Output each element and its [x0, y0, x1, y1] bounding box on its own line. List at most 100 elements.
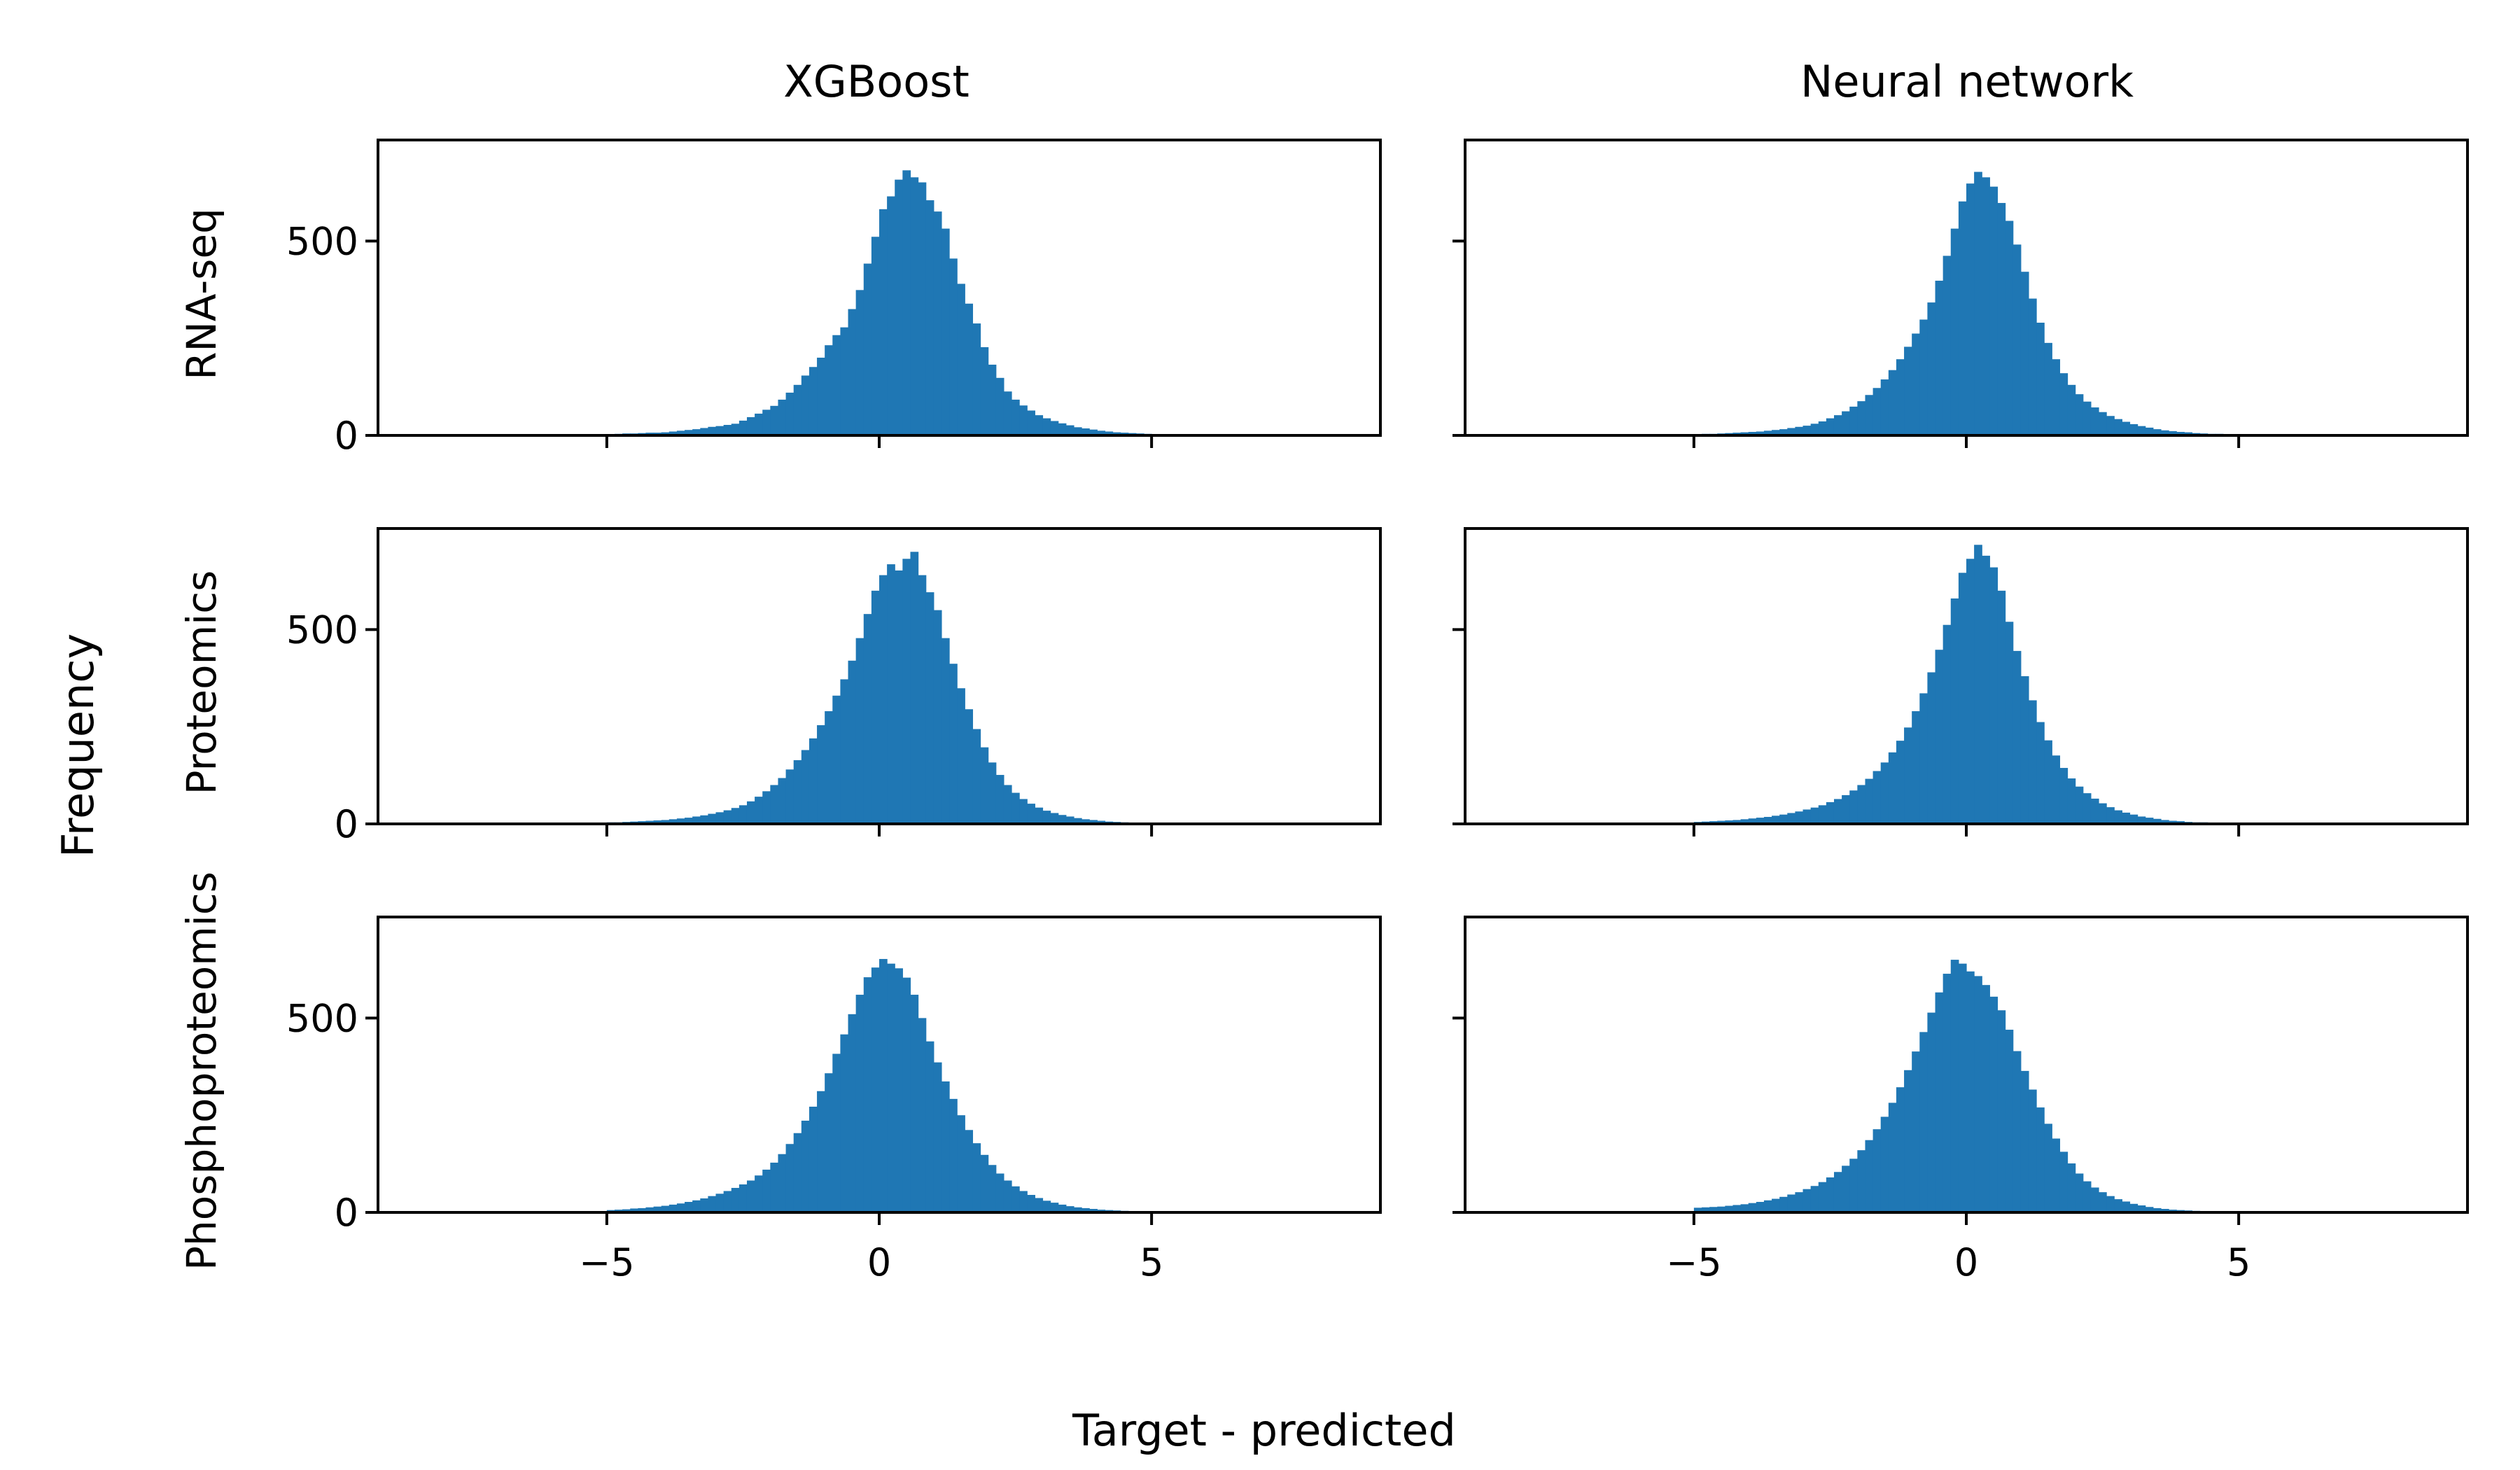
histogram-bar	[832, 695, 841, 824]
histogram-bar	[1019, 1191, 1028, 1212]
histogram-bar	[2129, 814, 2138, 824]
histogram-bar	[2090, 1187, 2099, 1212]
histogram-bar	[1849, 790, 1858, 824]
histogram-bar	[1065, 425, 1074, 435]
histogram-bar	[1011, 399, 1020, 435]
histogram-bar	[2090, 798, 2099, 824]
histogram-bar	[1982, 985, 1990, 1212]
histogram-bar	[910, 552, 919, 824]
histogram-bar	[1787, 813, 1796, 824]
histogram-bar	[1003, 391, 1012, 435]
histogram-bar	[1112, 432, 1121, 435]
histogram-bar	[1974, 545, 1982, 824]
histogram-bar	[863, 977, 872, 1212]
histogram-bar	[1050, 1203, 1059, 1212]
histogram-bar	[1763, 430, 1772, 435]
histogram-bar	[949, 258, 958, 435]
histogram-bar	[2099, 803, 2107, 824]
histogram-bar	[1919, 693, 1928, 824]
histogram-bar	[1880, 379, 1889, 435]
histogram-bar	[770, 1162, 779, 1212]
histogram-bar	[1050, 421, 1059, 435]
x-tick-label: 5	[1140, 1240, 1163, 1284]
histogram-bar	[1717, 820, 1726, 824]
histogram-bar	[1082, 1208, 1090, 1212]
histogram-bar	[965, 303, 974, 435]
histogram-bar	[731, 1188, 740, 1212]
histogram-panel: −5 0 5	[1452, 916, 2469, 1284]
row-label-rna-seq: RNA-seq	[178, 208, 225, 380]
histogram-bar	[925, 1041, 934, 1212]
histogram-bar	[770, 785, 779, 824]
histogram-bar	[2067, 384, 2076, 435]
histogram-bar	[2090, 407, 2099, 435]
row-label-phosphoproteomics: Phosphoproteomics	[178, 872, 225, 1270]
histogram-bar	[2152, 1208, 2162, 1212]
histogram-bar	[793, 384, 802, 435]
histogram-bar	[1950, 598, 1959, 824]
histogram-bar	[1772, 430, 1780, 435]
histogram-bar	[2106, 807, 2115, 824]
histogram-bar	[1997, 590, 2006, 824]
histogram-bar	[755, 797, 763, 824]
histogram-bar	[1974, 172, 1982, 435]
histogram-bar	[855, 995, 864, 1212]
histogram-bar	[708, 1196, 717, 1212]
histogram-bar	[902, 559, 911, 824]
histogram-bar	[723, 425, 732, 435]
histogram-bar	[941, 1081, 950, 1212]
histogram-bar	[1912, 1051, 1920, 1212]
histogram-bar	[778, 399, 787, 435]
histogram-bar	[2044, 740, 2052, 824]
histogram-bar	[1748, 818, 1757, 824]
histogram-bar	[817, 724, 825, 824]
histogram-bar	[1089, 1209, 1098, 1212]
histogram-bar	[988, 762, 997, 824]
histogram-bar	[1709, 1207, 1718, 1212]
histogram-bar	[1966, 559, 1975, 824]
histogram-bar	[1740, 819, 1749, 824]
histogram-bar	[2075, 786, 2084, 824]
histogram-bar	[700, 815, 709, 824]
y-tick-label: 0	[335, 414, 358, 458]
histogram-bar	[848, 1014, 857, 1212]
histogram-bar	[2044, 342, 2052, 435]
histogram-bar	[1073, 1207, 1082, 1212]
histogram-bar	[2012, 650, 2022, 824]
histogram-bar	[1888, 370, 1897, 435]
histogram-bar	[2129, 424, 2138, 435]
histogram-bar	[676, 818, 685, 824]
histogram-bar	[1082, 428, 1090, 435]
histogram-bar	[762, 791, 771, 824]
histogram-bar	[715, 426, 724, 435]
histogram-bar	[755, 1175, 763, 1212]
histogram-bar	[1974, 976, 1982, 1212]
histogram-bar	[1717, 1206, 1726, 1212]
histogram-bar	[1904, 346, 1912, 435]
histogram-bar	[887, 963, 895, 1212]
histogram-bar	[622, 1209, 631, 1212]
histogram-bar	[895, 179, 903, 435]
histogram-bar	[1011, 1186, 1020, 1212]
histogram-bar	[778, 778, 787, 824]
histogram-panel	[1452, 527, 2469, 836]
histogram-bar	[801, 1120, 810, 1212]
row-label-proteomics: Proteomics	[178, 570, 225, 795]
histogram-bar	[715, 812, 724, 824]
histogram-bar	[848, 309, 857, 435]
histogram-bar	[972, 323, 981, 435]
histogram-bar	[902, 170, 911, 435]
histogram-bar	[1810, 1186, 1819, 1212]
histogram-bar	[879, 575, 888, 824]
histogram-bar	[676, 1203, 685, 1212]
histogram-bar	[2137, 1205, 2146, 1212]
histogram-bar	[700, 1198, 709, 1212]
histogram-bar	[1732, 1205, 1742, 1212]
histogram-bar	[863, 263, 872, 435]
histogram-bar	[785, 1144, 794, 1212]
histogram-bar	[910, 995, 919, 1212]
histogram-bar	[738, 805, 748, 824]
histogram-bar	[1927, 302, 1936, 435]
histogram-bar	[1880, 1116, 1889, 1212]
